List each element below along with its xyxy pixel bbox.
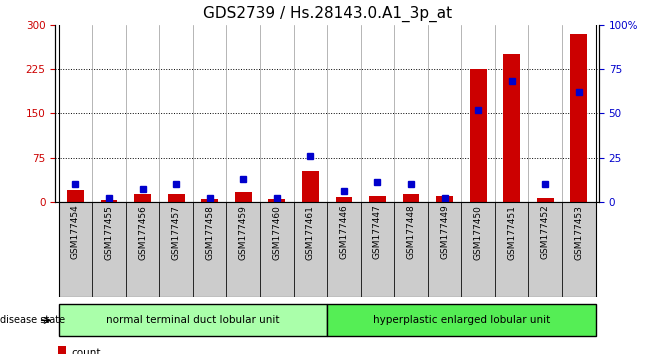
Text: GSM177450: GSM177450 [474, 205, 482, 259]
Bar [369, 196, 386, 202]
Text: GSM177452: GSM177452 [541, 205, 549, 259]
Bar [503, 54, 520, 202]
Bar [537, 198, 553, 202]
Bar [201, 199, 218, 202]
Bar [470, 69, 486, 202]
Bar [101, 200, 117, 202]
Text: hyperplastic enlarged lobular unit: hyperplastic enlarged lobular unit [373, 315, 550, 325]
Bar [402, 194, 419, 202]
Bar [235, 192, 252, 202]
Text: GSM177454: GSM177454 [71, 205, 80, 259]
Bar [134, 194, 151, 202]
Bar [570, 34, 587, 202]
Text: GSM177458: GSM177458 [205, 205, 214, 259]
Bar [462, 202, 495, 297]
Bar [436, 196, 453, 202]
Bar [327, 202, 361, 297]
Bar [562, 202, 596, 297]
Text: disease state: disease state [0, 315, 65, 325]
Bar [302, 171, 319, 202]
Text: GSM177460: GSM177460 [272, 205, 281, 259]
Text: normal terminal duct lobular unit: normal terminal duct lobular unit [106, 315, 280, 325]
Text: GSM177447: GSM177447 [373, 205, 382, 259]
Text: GSM177453: GSM177453 [574, 205, 583, 259]
Bar [495, 202, 529, 297]
Bar [428, 202, 462, 297]
Bar [529, 202, 562, 297]
Text: GSM177456: GSM177456 [138, 205, 147, 259]
Bar [227, 202, 260, 297]
Text: GSM177448: GSM177448 [406, 205, 415, 259]
Bar [260, 202, 294, 297]
Text: count: count [72, 348, 101, 354]
Title: GDS2739 / Hs.28143.0.A1_3p_at: GDS2739 / Hs.28143.0.A1_3p_at [202, 6, 452, 22]
Bar [294, 202, 327, 297]
Bar [59, 304, 327, 336]
Bar [335, 197, 352, 202]
Text: GSM177451: GSM177451 [507, 205, 516, 259]
Bar [126, 202, 159, 297]
Bar [268, 199, 285, 202]
Bar [168, 194, 184, 202]
Bar [159, 202, 193, 297]
Bar [92, 202, 126, 297]
Text: GSM177449: GSM177449 [440, 205, 449, 259]
Bar [327, 304, 596, 336]
Bar [67, 190, 84, 202]
Bar [193, 202, 227, 297]
Bar [395, 202, 428, 297]
Bar [59, 202, 92, 297]
Bar [361, 202, 395, 297]
Text: GSM177457: GSM177457 [172, 205, 180, 259]
Text: GSM177446: GSM177446 [339, 205, 348, 259]
Text: GSM177455: GSM177455 [105, 205, 113, 259]
Text: GSM177459: GSM177459 [239, 205, 248, 259]
Text: GSM177461: GSM177461 [306, 205, 315, 259]
Bar [58, 346, 66, 354]
